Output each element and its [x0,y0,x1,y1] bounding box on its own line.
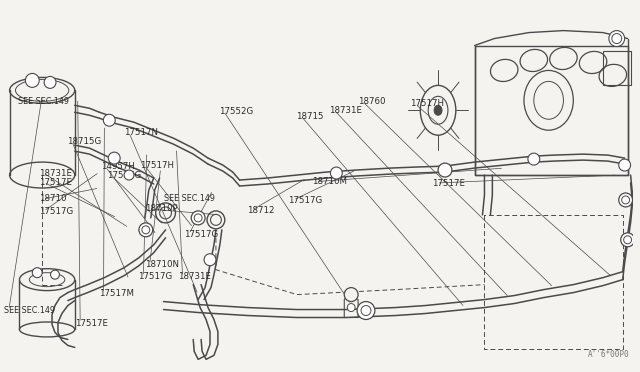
Text: SEE SEC.149: SEE SEC.149 [19,97,69,106]
Circle shape [194,214,202,222]
Bar [475,45,628,175]
Circle shape [26,73,39,87]
Circle shape [108,152,120,164]
Text: 17517M: 17517M [99,289,134,298]
Circle shape [348,304,355,311]
Text: 17517E: 17517E [38,178,72,187]
Text: 17517G: 17517G [107,171,141,180]
Circle shape [438,163,452,177]
Circle shape [621,196,630,204]
Text: SEE SEC.149: SEE SEC.149 [164,195,214,203]
Text: 18731E: 18731E [178,272,211,281]
Text: 17517H: 17517H [140,161,173,170]
Text: 17517N: 17517N [124,128,158,137]
Circle shape [612,33,621,44]
Text: 18710N: 18710N [145,260,179,269]
Text: 17517G: 17517G [288,196,323,205]
Bar [603,51,630,86]
Text: 18715G: 18715G [67,137,101,146]
Circle shape [623,236,632,244]
Circle shape [330,167,342,179]
Circle shape [51,270,60,279]
Circle shape [142,226,150,234]
Circle shape [32,268,42,278]
Text: 17552G: 17552G [219,107,253,116]
Text: 18710: 18710 [38,195,66,203]
Circle shape [619,193,632,207]
Text: 18710P: 18710P [145,205,177,214]
Text: SEE SEC.149: SEE SEC.149 [4,306,55,315]
Circle shape [124,170,134,180]
Text: 17517G: 17517G [184,230,218,239]
Text: A''6*00P0: A''6*00P0 [588,350,630,359]
Circle shape [139,223,153,237]
Circle shape [204,254,216,266]
Circle shape [344,288,358,302]
Text: 17517G: 17517G [38,207,73,216]
Circle shape [619,159,630,171]
Circle shape [609,31,625,46]
Text: 17517E: 17517E [431,179,465,187]
Text: 18760: 18760 [358,97,385,106]
Circle shape [104,114,115,126]
Text: 18710M: 18710M [312,177,347,186]
Circle shape [528,153,540,165]
Text: 18715: 18715 [296,112,324,121]
Circle shape [44,76,56,89]
Text: 17517E: 17517E [76,319,108,328]
Circle shape [621,233,634,247]
Text: 14957H: 14957H [100,162,134,171]
Text: 17517H: 17517H [410,99,444,108]
Text: 18731E: 18731E [38,169,72,177]
Text: 17517G: 17517G [138,272,173,281]
Circle shape [357,302,375,320]
Circle shape [361,305,371,315]
Text: 18731E: 18731E [329,106,362,115]
Ellipse shape [434,105,442,115]
Text: 18712: 18712 [247,206,275,215]
Circle shape [191,211,205,225]
